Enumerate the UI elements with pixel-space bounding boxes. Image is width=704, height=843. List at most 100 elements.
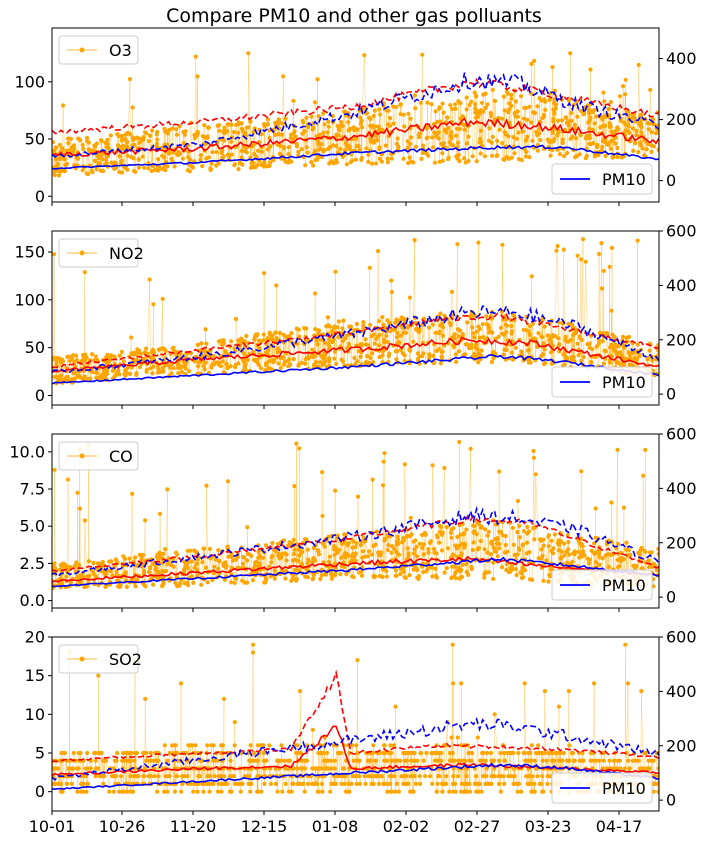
data-point — [150, 371, 155, 376]
data-point — [581, 758, 586, 763]
data-point — [380, 483, 386, 488]
data-point — [552, 136, 557, 142]
data-point — [315, 77, 320, 82]
data-point — [249, 781, 254, 787]
data-point — [562, 541, 567, 546]
data-point — [65, 564, 70, 570]
data-point — [559, 549, 564, 554]
data-point — [440, 151, 445, 156]
data-point — [520, 542, 526, 547]
data-point — [328, 758, 333, 763]
data-point — [316, 552, 322, 557]
data-point — [479, 789, 484, 794]
data-point — [87, 573, 92, 578]
data-point — [304, 758, 309, 763]
data-point — [105, 137, 110, 142]
data-point — [201, 789, 206, 794]
data-point — [457, 159, 462, 164]
data-point — [344, 572, 349, 577]
data-point — [419, 750, 424, 756]
data-point — [610, 138, 615, 143]
data-point — [294, 142, 299, 147]
data-point — [117, 154, 122, 159]
data-point — [376, 343, 382, 348]
data-point — [515, 109, 520, 114]
data-point — [318, 360, 323, 365]
data-point — [567, 743, 572, 748]
data-point — [524, 149, 529, 155]
data-point — [528, 750, 533, 756]
data-point — [212, 774, 217, 779]
data-point — [366, 152, 371, 157]
data-point — [401, 538, 406, 543]
data-point — [302, 789, 307, 794]
legend-pm10: PM10 — [551, 772, 653, 804]
data-point — [409, 135, 414, 140]
data-point — [445, 546, 451, 551]
data-point — [608, 146, 613, 151]
data-point — [611, 155, 616, 160]
data-point — [418, 781, 423, 787]
data-point — [536, 331, 541, 336]
data-point — [489, 140, 494, 145]
data-point — [483, 105, 488, 110]
data-point — [413, 538, 418, 543]
data-point — [566, 547, 571, 552]
data-point — [283, 116, 288, 121]
data-point — [137, 365, 143, 370]
data-point — [175, 774, 180, 779]
data-point — [490, 541, 495, 547]
data-point — [316, 789, 321, 794]
data-point — [334, 160, 339, 165]
data-point — [374, 134, 379, 139]
data-point — [373, 124, 378, 129]
data-point — [83, 774, 88, 779]
data-point — [389, 750, 394, 756]
data-point — [580, 750, 585, 756]
data-point — [352, 355, 357, 360]
data-point — [295, 743, 300, 748]
data-point — [262, 781, 267, 787]
data-point — [378, 112, 383, 117]
data-point — [196, 781, 201, 787]
data-point — [531, 455, 537, 460]
data-point — [373, 574, 378, 579]
data-point — [232, 162, 237, 167]
data-point — [145, 351, 150, 356]
data-point — [526, 529, 532, 534]
data-point — [280, 789, 285, 794]
data-point — [423, 774, 428, 779]
data-point — [552, 532, 558, 537]
data-point — [584, 153, 589, 159]
data-point — [303, 361, 308, 366]
data-point — [484, 766, 489, 771]
data-point — [511, 750, 516, 756]
data-point — [322, 359, 328, 364]
data-point — [376, 249, 381, 254]
data-point — [479, 348, 484, 353]
data-point — [223, 560, 228, 565]
data-point — [395, 537, 401, 542]
data-point — [114, 165, 119, 170]
data-point — [346, 541, 351, 546]
data-point — [626, 124, 631, 129]
data-point — [136, 165, 141, 170]
legend-label-pm10: PM10 — [602, 779, 646, 798]
data-point — [406, 781, 411, 787]
data-point — [543, 360, 548, 366]
data-point — [580, 544, 585, 549]
data-point — [426, 325, 432, 330]
data-point — [333, 269, 338, 274]
data-point — [123, 556, 128, 562]
data-point — [343, 532, 348, 538]
pm10-max-line — [52, 303, 659, 374]
data-point — [602, 123, 608, 128]
data-point — [492, 766, 497, 771]
legend-marker — [79, 453, 85, 459]
data-point — [643, 549, 648, 554]
data-point — [467, 102, 472, 108]
data-point — [639, 125, 644, 130]
data-point — [133, 169, 138, 174]
data-point — [144, 131, 149, 136]
data-point — [442, 570, 447, 575]
